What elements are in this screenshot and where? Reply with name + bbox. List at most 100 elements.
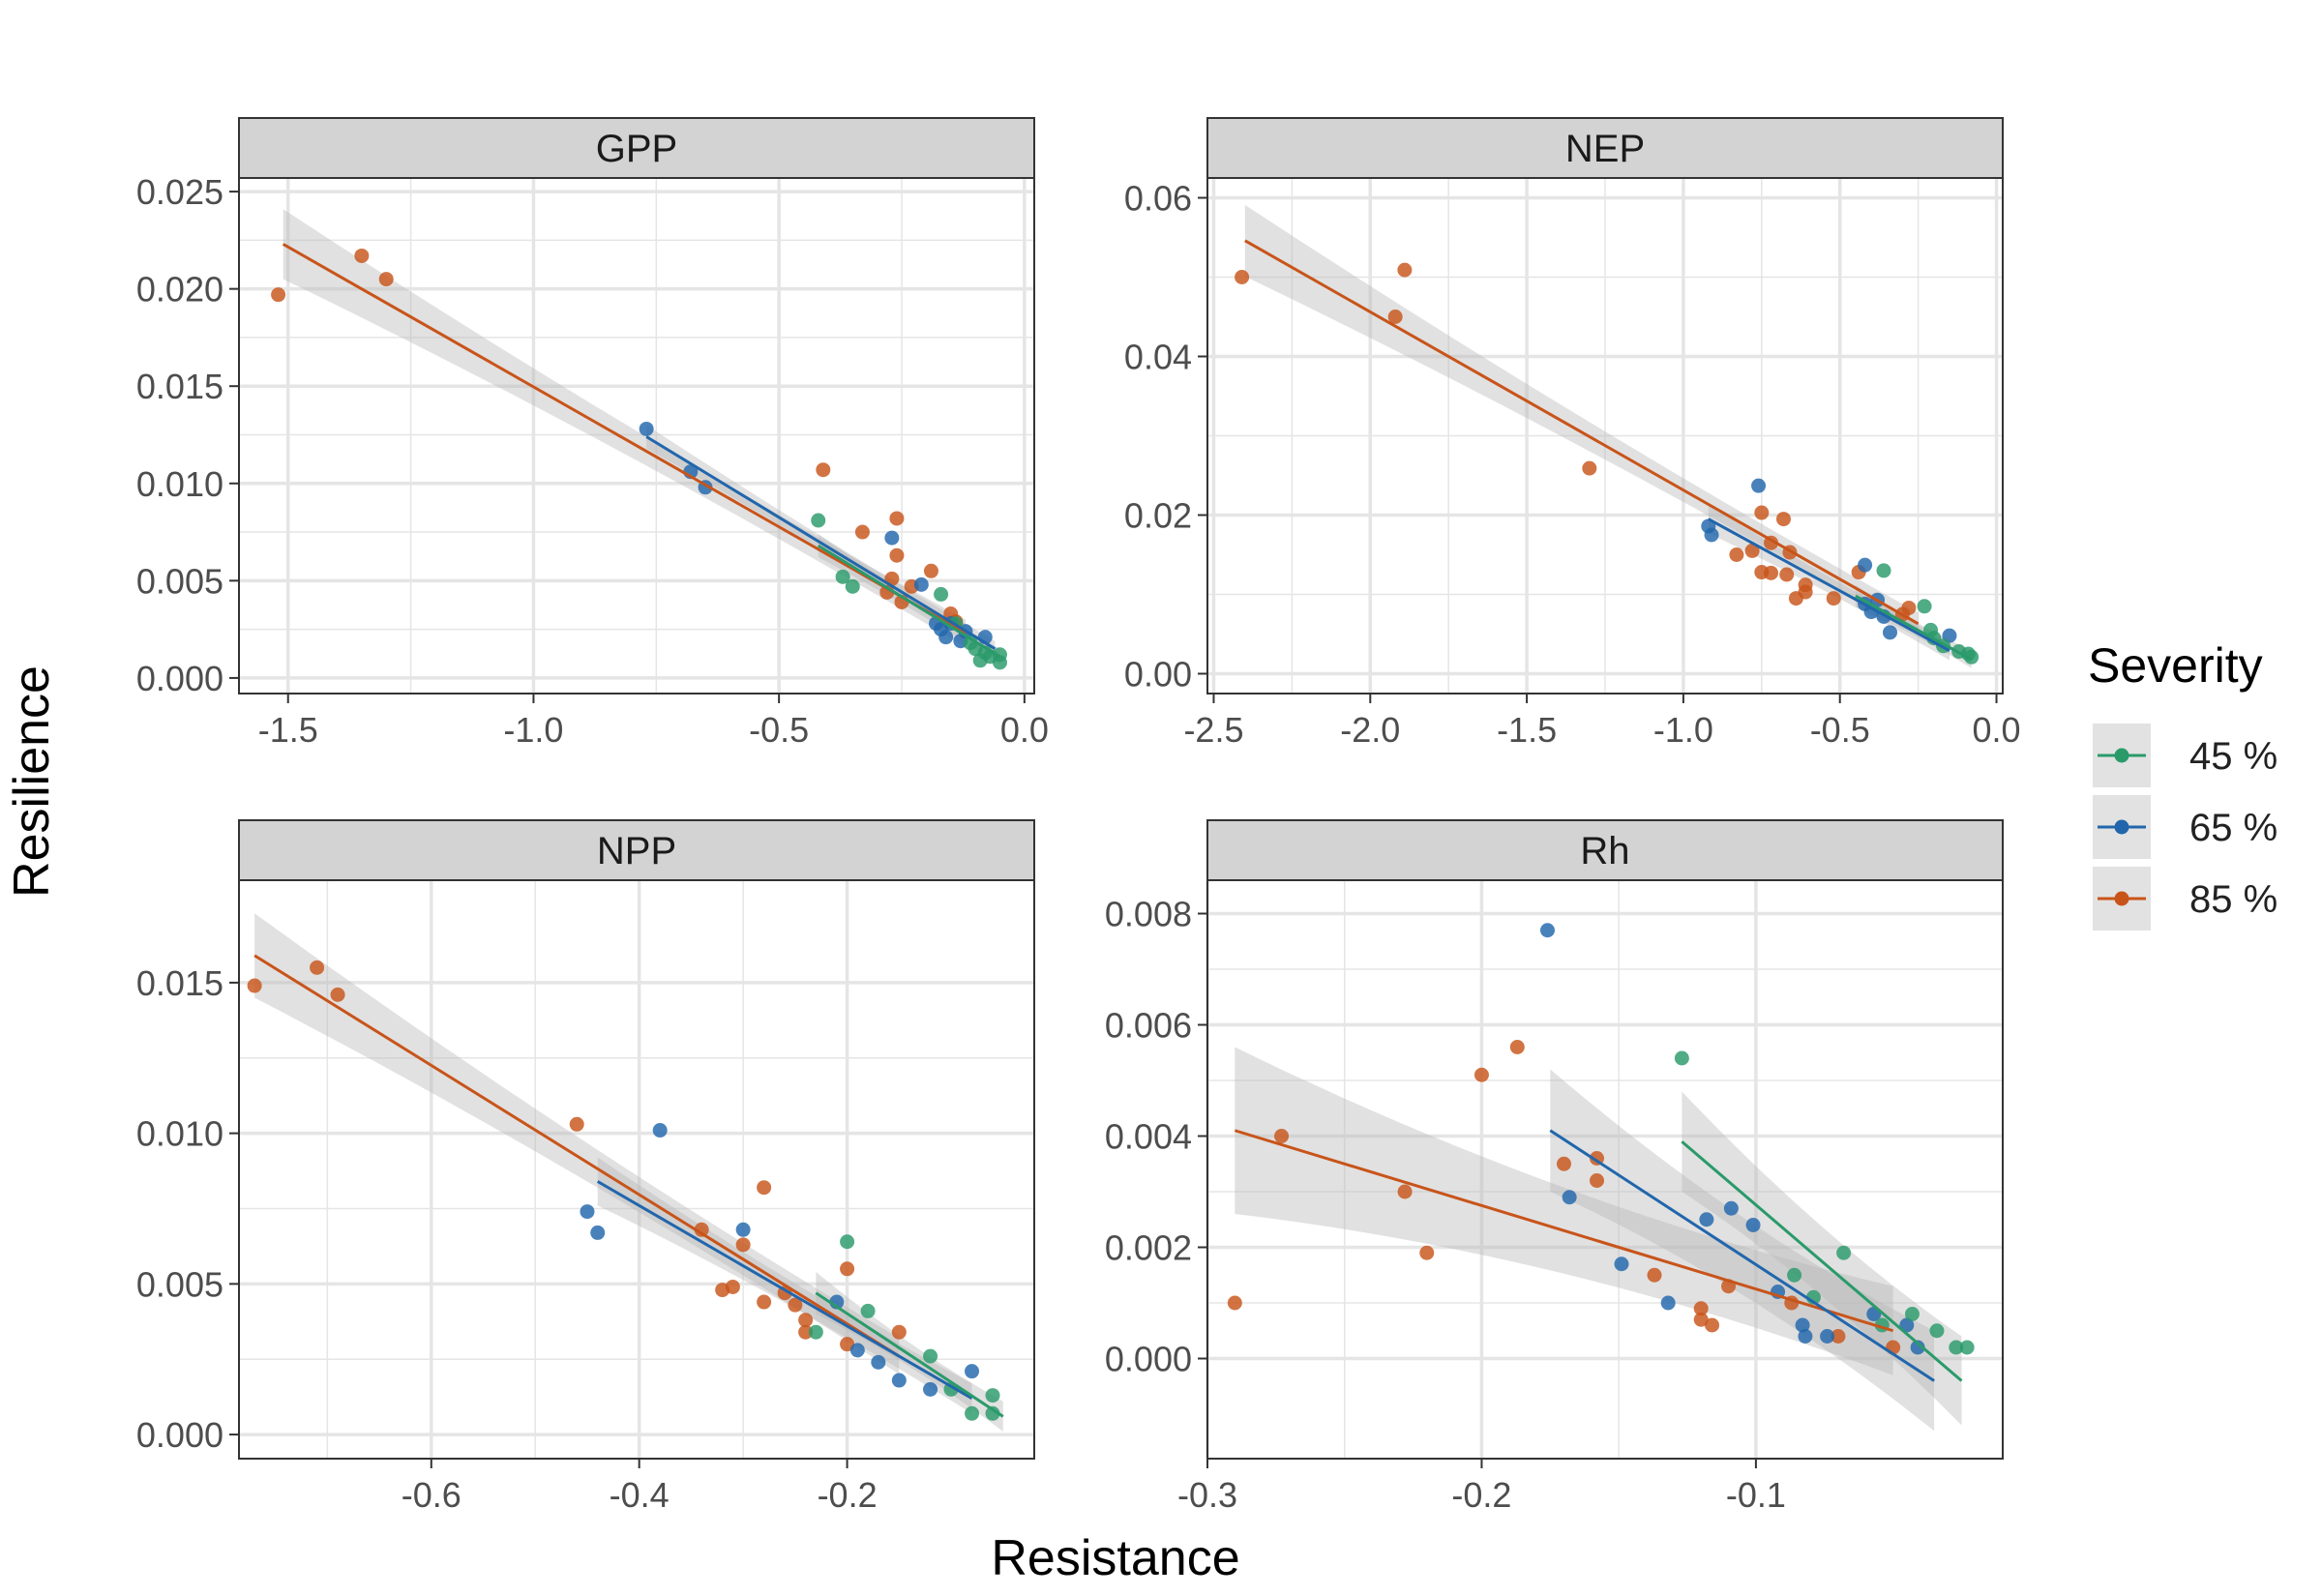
data-point-85 — [798, 1313, 814, 1328]
legend-label-45: 45 % — [2189, 735, 2277, 778]
x-tick-label: 0.0 — [1973, 710, 2021, 750]
panel-npp: NPP -0.6 -0.4 -0.2 0.000 0.005 0.010 0.015 — [136, 819, 1035, 1515]
fit-line-85 — [282, 243, 967, 635]
y-tick-label: 0.02 — [1124, 496, 1192, 536]
data-point-85 — [1582, 460, 1597, 476]
data-point-85 — [854, 524, 870, 540]
data-point-65 — [849, 1343, 865, 1358]
data-point-85 — [757, 1180, 772, 1196]
data-point-65 — [1910, 1340, 1925, 1355]
x-tick-label: -1.5 — [258, 710, 318, 750]
data-point-85 — [1474, 1067, 1489, 1082]
data-point-85 — [271, 287, 286, 303]
data-point-65 — [735, 1222, 751, 1237]
x-tick-label: 0.0 — [1000, 710, 1049, 750]
data-point-85 — [1693, 1312, 1709, 1327]
ticks-npp: -0.6 -0.4 -0.2 0.000 0.005 0.010 0.015 — [136, 963, 878, 1515]
x-tick-label: -0.5 — [1810, 710, 1870, 750]
y-tick-label: 0.025 — [136, 172, 223, 212]
data-point-85 — [1779, 567, 1795, 582]
data-point-45 — [1917, 599, 1932, 614]
y-tick-label: 0.015 — [136, 963, 223, 1003]
data-point-45 — [840, 1234, 855, 1250]
legend-title: Severity — [2088, 638, 2263, 693]
data-point-45 — [1836, 1245, 1852, 1260]
data-point-65 — [1562, 1190, 1577, 1205]
data-point-45 — [965, 1405, 980, 1421]
confidence-band-45 — [818, 534, 1000, 665]
data-point-45 — [923, 1348, 938, 1364]
data-point-85 — [354, 248, 370, 263]
y-tick-label: 0.000 — [136, 1415, 223, 1455]
data-point-45 — [860, 1303, 876, 1318]
data-point-85 — [1693, 1301, 1709, 1316]
data-point-85 — [1397, 262, 1413, 278]
data-point-65 — [1795, 1317, 1810, 1333]
legend-key-point-85 — [2114, 891, 2129, 906]
data-point-85 — [247, 978, 262, 993]
data-point-45 — [1904, 1307, 1920, 1321]
data-point-65 — [965, 1364, 980, 1379]
strip-nep — [1206, 117, 2004, 179]
ticks-rh: -0.3 -0.2 -0.1 0.000 0.002 0.004 0.006 0.008 — [1105, 895, 1786, 1516]
x-tick-label: -1.5 — [1497, 710, 1557, 750]
data-point-85 — [1556, 1156, 1571, 1171]
data-point-65 — [1723, 1200, 1739, 1216]
data-point-85 — [725, 1279, 740, 1294]
strip-title-rh: Rh — [1580, 830, 1629, 872]
data-point-45 — [845, 578, 860, 594]
fit-lines-npp — [253, 954, 1004, 1418]
fit-line-45 — [1855, 594, 1973, 662]
data-point-45 — [1949, 1340, 1964, 1355]
data-point-65 — [1699, 1212, 1714, 1227]
data-point-45 — [808, 1324, 823, 1340]
data-point-65 — [1863, 605, 1879, 620]
panel-nep: NEP -2.5 -2.0 -1.5 -1.0 -0.5 0.0 0.00 0.02 0.04 0.… — [1124, 117, 2021, 750]
x-tick-label: -0.2 — [818, 1475, 878, 1515]
data-point-85 — [840, 1261, 855, 1277]
x-tick-label: -1.0 — [1653, 710, 1713, 750]
data-point-85 — [1419, 1245, 1435, 1260]
panel-border-gpp — [238, 177, 1035, 695]
fit-line-65 — [596, 1180, 973, 1401]
fit-line-45 — [1681, 1140, 1963, 1382]
data-point-85 — [1744, 543, 1760, 558]
x-tick-label: -0.3 — [1177, 1475, 1237, 1515]
x-tick-label: -0.1 — [1726, 1475, 1786, 1515]
plot-area-npp — [239, 880, 1034, 1459]
data-point-45 — [1674, 1050, 1689, 1066]
data-point-65 — [884, 530, 900, 546]
legend-key-point-65 — [2114, 819, 2129, 835]
data-point-85 — [1235, 270, 1250, 284]
data-point-65 — [590, 1225, 606, 1240]
data-point-85 — [1387, 310, 1403, 324]
fit-line-45 — [815, 1291, 1004, 1418]
y-tick-label: 0.004 — [1105, 1117, 1192, 1157]
data-point-65 — [1539, 923, 1555, 938]
strip-rh — [1206, 819, 2004, 881]
data-point-85 — [1397, 1184, 1413, 1199]
fit-line-45 — [817, 544, 1001, 659]
data-point-65 — [1820, 1329, 1835, 1344]
data-point-85 — [1227, 1295, 1242, 1311]
data-point-45 — [811, 513, 826, 528]
legend: Severity 45 % 65 % 85 % — [2088, 638, 2277, 931]
data-point-65 — [923, 1381, 938, 1397]
legend-label-85: 85 % — [2189, 878, 2277, 921]
x-tick-label: -2.5 — [1183, 710, 1243, 750]
fit-line-65 — [645, 435, 997, 651]
y-tick-label: 0.005 — [136, 1264, 223, 1304]
data-point-45 — [1787, 1267, 1802, 1283]
data-point-45 — [1959, 1340, 1975, 1355]
data-point-85 — [378, 272, 394, 287]
fit-line-65 — [1708, 517, 1950, 653]
plot-area-rh — [1207, 880, 2003, 1459]
data-point-85 — [1509, 1040, 1525, 1054]
data-point-85 — [310, 960, 325, 975]
data-point-85 — [757, 1294, 772, 1310]
fit-line-85 — [1234, 1129, 1894, 1333]
fit-lines-rh — [1234, 1129, 1963, 1382]
x-tick-label: -0.5 — [749, 710, 809, 750]
y-tick-label: 0.015 — [136, 367, 223, 406]
confidence-band-85 — [254, 913, 900, 1374]
